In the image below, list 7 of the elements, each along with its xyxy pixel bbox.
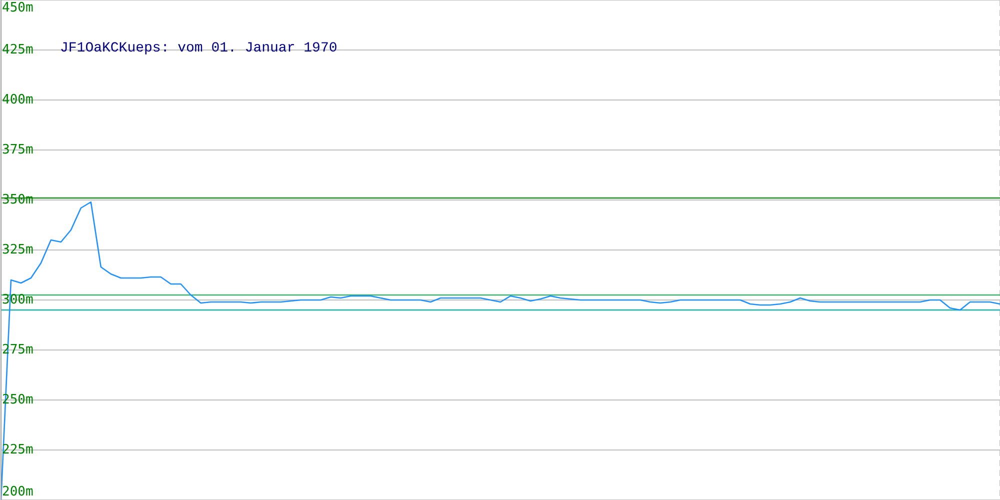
y-tick-label: 450m <box>2 0 34 16</box>
y-tick-label: 400m <box>2 92 34 108</box>
y-tick-label: 425m <box>2 42 34 58</box>
text: JF1OaKCKueps: vom 01. Januar 1970 <box>60 40 338 57</box>
y-tick-label: 325m <box>2 242 34 258</box>
y-tick-label: 200m <box>2 484 34 500</box>
y-tick-label: 375m <box>2 142 34 158</box>
